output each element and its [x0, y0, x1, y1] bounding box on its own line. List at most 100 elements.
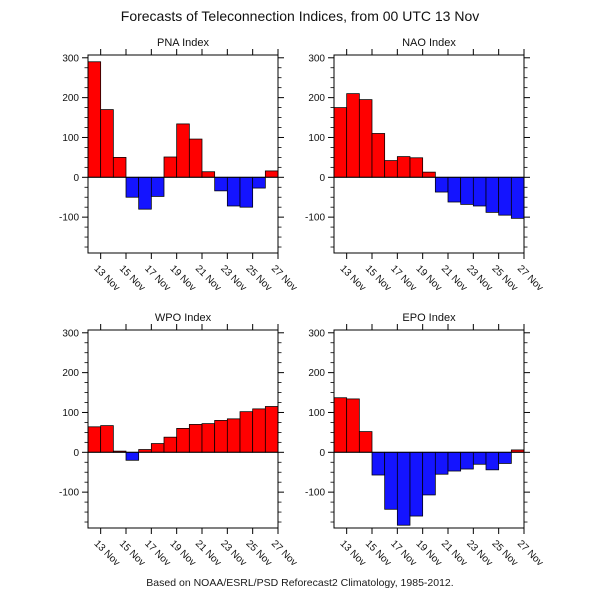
bar-negative [422, 451, 436, 496]
bar-negative [447, 451, 462, 472]
bar-negative [498, 176, 512, 216]
figure-title: Forecasts of Teleconnection Indices, fro… [120, 8, 480, 24]
x-tick-label: 27 Nov [515, 538, 545, 568]
y-tick-label: 300 [308, 53, 325, 64]
x-tick-label: 15 Nov [117, 538, 147, 568]
bar-positive [150, 443, 165, 453]
bar-positive [201, 171, 216, 178]
bar-negative [396, 451, 411, 526]
chart-pna: PNA Index 300 200 100 0 -100 13 Nov 15 Nov 17 N… [22, 28, 302, 296]
bar-positive [422, 171, 436, 178]
x-tick-label: 15 Nov [117, 263, 147, 293]
y-tick-label: 300 [308, 328, 325, 339]
x-tick-label: 17 Nov [388, 263, 418, 293]
bar-positive [371, 133, 386, 178]
bar-negative [239, 176, 254, 208]
bar-negative [510, 176, 525, 219]
x-tick-label: 13 Nov [338, 263, 368, 293]
x-tick-label: 21 Nov [439, 263, 469, 293]
x-tick-label: 19 Nov [168, 538, 198, 568]
y-tick-label: 100 [308, 133, 325, 144]
plot-frame [333, 329, 525, 529]
bar-negative [485, 451, 500, 471]
bar-positive [409, 157, 424, 178]
bar-positive [176, 123, 190, 178]
bar-positive [346, 93, 360, 178]
bar-positive [396, 156, 411, 178]
bar-negative [434, 451, 449, 475]
x-tick-label: 27 Nov [515, 263, 545, 293]
y-tick-label: 100 [62, 133, 79, 144]
chart-title: WPO Index [155, 312, 212, 324]
bar-positive [163, 436, 178, 453]
figure-caption: Based on NOAA/ESRL/PSD Reforecast2 Clima… [146, 577, 454, 589]
plot-frame [333, 54, 525, 254]
y-tick-label: -100 [59, 488, 79, 499]
bar-positive [87, 426, 102, 453]
y-tick-label: -100 [305, 213, 325, 224]
x-tick-label: 23 Nov [218, 263, 248, 293]
bar-negative [485, 176, 500, 213]
bar-positive [201, 423, 216, 453]
chart-title: EPO Index [402, 312, 456, 324]
x-tick-label: 19 Nov [414, 263, 444, 293]
bar-negative [498, 451, 512, 464]
x-tick-label: 23 Nov [464, 538, 494, 568]
chart-wpo: WPO Index 300 200 100 0 -100 13 Nov 15 Nov 17 N… [22, 303, 302, 571]
y-tick-label: 200 [308, 93, 325, 104]
y-tick-label: 0 [73, 448, 79, 459]
x-tick-label: 23 Nov [218, 538, 248, 568]
y-tick-label: 200 [62, 368, 79, 379]
bar-negative [371, 451, 386, 476]
x-tick-label: 25 Nov [490, 263, 520, 293]
bar-negative [214, 176, 228, 192]
chart-epo: EPO Index 300 200 100 0 -100 13 Nov 15 Nov 17 N… [268, 303, 548, 571]
bar-negative [125, 451, 140, 461]
bar-positive [333, 107, 348, 178]
x-tick-label: 15 Nov [363, 538, 393, 568]
x-tick-label: 17 Nov [142, 538, 172, 568]
bar-positive [100, 425, 114, 453]
x-tick-label: 13 Nov [92, 538, 122, 568]
x-tick-label: 13 Nov [92, 263, 122, 293]
bar-negative [150, 176, 165, 197]
x-tick-label: 17 Nov [142, 263, 172, 293]
bar-positive [358, 99, 373, 178]
bar-positive [226, 418, 241, 453]
bar-positive [163, 156, 178, 178]
plot-frame [87, 329, 279, 529]
bar-positive [87, 61, 102, 178]
x-tick-label: 15 Nov [363, 263, 393, 293]
bar-negative [125, 176, 140, 198]
y-tick-label: -100 [305, 488, 325, 499]
y-tick-label: 100 [62, 408, 79, 419]
bar-positive [252, 408, 266, 453]
bar-positive [112, 157, 127, 178]
chart-title: PNA Index [157, 37, 209, 49]
y-tick-label: 200 [308, 368, 325, 379]
bar-positive [214, 420, 228, 453]
bar-negative [434, 176, 449, 193]
x-tick-label: 21 Nov [193, 263, 223, 293]
bar-positive [188, 138, 203, 178]
y-tick-label: 0 [319, 448, 325, 459]
bar-positive [100, 109, 114, 178]
bar-negative [472, 451, 487, 465]
y-tick-label: 0 [319, 173, 325, 184]
x-tick-label: 13 Nov [338, 538, 368, 568]
y-tick-label: 300 [62, 328, 79, 339]
x-tick-label: 23 Nov [464, 263, 494, 293]
x-tick-label: 25 Nov [490, 538, 520, 568]
x-tick-label: 19 Nov [168, 263, 198, 293]
y-tick-label: 200 [62, 93, 79, 104]
bar-negative [409, 451, 424, 517]
bar-positive [188, 424, 203, 453]
bar-positive [176, 428, 190, 453]
